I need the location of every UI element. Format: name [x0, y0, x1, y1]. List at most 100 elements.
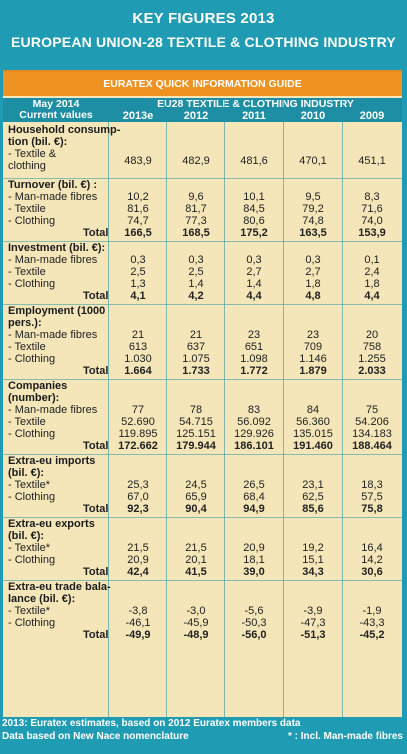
total-value: 1.664	[124, 365, 152, 377]
row-value: 20,9	[243, 542, 265, 554]
row-value: 1,8	[305, 278, 321, 290]
total-value: 92,3	[127, 503, 149, 515]
current-values-label: Current values	[19, 109, 93, 121]
column-divider	[224, 98, 225, 717]
row-label: - Clothing	[8, 278, 56, 290]
row-value: 56.360	[296, 416, 330, 428]
row-value: -45,9	[183, 617, 209, 629]
row-value: 2,5	[188, 266, 204, 278]
industry-group-label: EU28 TEXTILE & CLOTHING INDUSTRY	[157, 98, 354, 110]
row-value: 651	[244, 341, 264, 353]
row-value: 129.926	[234, 428, 274, 440]
row-label: - Textile	[8, 266, 46, 278]
row-value: -3,8	[128, 605, 148, 617]
total-value: 175,2	[240, 227, 268, 239]
row-value: 84,5	[243, 203, 265, 215]
section-title: Investment (bil. €):	[8, 242, 106, 254]
section-title: (bil. €):	[8, 530, 45, 542]
row-label: - Clothing	[8, 353, 56, 365]
row-value: 54.206	[355, 416, 389, 428]
total-value: 4,4	[246, 290, 262, 302]
row-value: 134.183	[352, 428, 392, 440]
total-label: Total	[83, 629, 109, 641]
row-value: 0,3	[246, 254, 262, 266]
page-subtitle: EUROPEAN UNION-28 TEXTILE & CLOTHING IND…	[11, 34, 396, 50]
column-divider	[342, 98, 343, 717]
row-value: 74,7	[127, 215, 149, 227]
column-header: May 2014 Current values EU28 TEXTILE & C…	[3, 98, 402, 122]
total-value: 188.464	[352, 440, 392, 452]
row-value: -5,6	[244, 605, 264, 617]
section-divider	[3, 304, 402, 305]
row-value: 67,0	[127, 491, 149, 503]
section-title: (number):	[8, 392, 60, 404]
total-value: -56,0	[241, 629, 267, 641]
footnote-incl-mmf: * : Incl. Man-made fibres	[287, 731, 403, 742]
row-value: 52.690	[121, 416, 155, 428]
row-label: - Clothing	[8, 491, 56, 503]
total-value: -51,3	[300, 629, 326, 641]
row-value: 21	[131, 329, 145, 341]
row-value: 20	[365, 329, 379, 341]
row-value: 0,1	[364, 254, 380, 266]
row-value: 20,9	[127, 554, 149, 566]
row-value: -50,3	[241, 617, 267, 629]
guide-banner: EURATEX QUICK INFORMATION GUIDE	[3, 72, 402, 96]
row-value: 758	[362, 341, 382, 353]
row-value: 1,4	[246, 278, 262, 290]
total-label: Total	[83, 290, 109, 302]
total-value: 4,8	[305, 290, 321, 302]
total-value: 34,3	[302, 566, 324, 578]
row-value: 1,3	[130, 278, 146, 290]
row-value: 21,5	[127, 542, 149, 554]
section-divider	[3, 379, 402, 380]
year-header-3: 2010	[300, 110, 326, 122]
total-value: 75,8	[361, 503, 383, 515]
row-value: 80,6	[243, 215, 265, 227]
row-value: 1.146	[299, 353, 327, 365]
total-value: 30,6	[361, 566, 383, 578]
section-title: Extra-eu trade bala-	[8, 581, 111, 593]
total-value: 4,1	[130, 290, 146, 302]
row-value: 613	[128, 341, 148, 353]
guide-title: EURATEX QUICK INFORMATION GUIDE	[103, 78, 302, 90]
row-value: -46,1	[125, 617, 151, 629]
column-divider	[283, 98, 284, 717]
row-value: 15,1	[302, 554, 324, 566]
total-value: -48,9	[183, 629, 209, 641]
row-value: 54.715	[179, 416, 213, 428]
section-title: lance (bil. €):	[8, 593, 76, 605]
row-value: 14,2	[361, 554, 383, 566]
section-title: Household consump-	[8, 124, 121, 136]
row-value: 18,3	[361, 479, 383, 491]
row-value: 20,1	[185, 554, 207, 566]
section-title: Extra-eu imports	[8, 455, 96, 467]
section-title: Companies	[8, 380, 68, 392]
total-label: Total	[83, 566, 109, 578]
footnote-nace: Data based on New Nace nomenclature	[2, 731, 189, 742]
section-divider	[3, 178, 402, 179]
total-value: 42,4	[127, 566, 149, 578]
row-value: -43,3	[359, 617, 385, 629]
row-value: 74,8	[302, 215, 324, 227]
row-label: - Man-made fibres	[8, 191, 98, 203]
row-value: 57,5	[361, 491, 383, 503]
section-title: pers.):	[8, 317, 42, 329]
total-value: 172.662	[118, 440, 158, 452]
row-label: - Clothing	[8, 617, 56, 629]
section-title: tion (bil. €):	[8, 136, 68, 148]
row-value: 637	[186, 341, 206, 353]
total-value: 1.772	[240, 365, 268, 377]
row-value: 77	[131, 404, 145, 416]
year-header-0: 2013e	[122, 110, 154, 122]
row-value: -1,9	[362, 605, 382, 617]
total-value: 2.033	[358, 365, 386, 377]
row-value: 25,3	[127, 479, 149, 491]
total-value: 1.733	[182, 365, 210, 377]
row-value: 1.030	[124, 353, 152, 365]
row-value: 119.895	[118, 428, 158, 440]
row-value: 16,4	[361, 542, 383, 554]
row-value: 8,3	[364, 191, 380, 203]
row-label: clothing	[8, 160, 46, 172]
row-value: 470,1	[299, 155, 327, 167]
